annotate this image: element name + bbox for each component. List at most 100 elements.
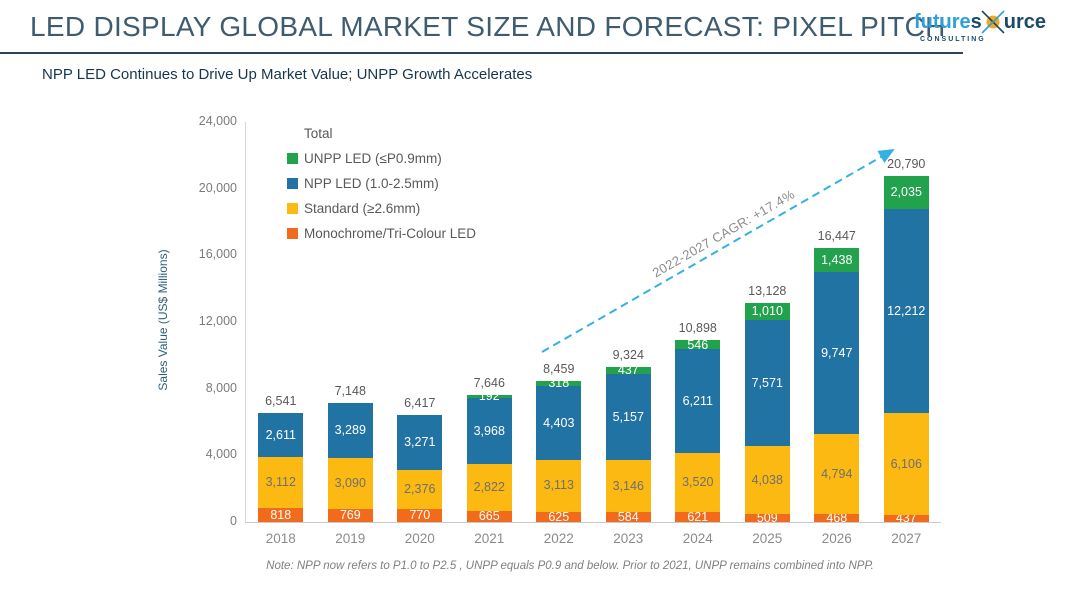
bar-total-label: 13,128 xyxy=(748,284,787,299)
x-axis-label: 2018 xyxy=(265,531,296,546)
x-axis-label: 2020 xyxy=(404,531,435,546)
legend-swatch xyxy=(287,228,298,239)
bar-segment-value: 468 xyxy=(826,510,848,525)
bar-segment-value: 192 xyxy=(478,388,500,403)
stacked-bar: 625 3,113 4,403 318 xyxy=(536,377,582,523)
page-title: LED DISPLAY GLOBAL MARKET SIZE AND FOREC… xyxy=(30,11,946,42)
bar-segment-value: 318 xyxy=(548,376,570,391)
stacked-bar: 665 2,822 3,968 192 xyxy=(466,390,512,522)
stacked-bar: 621 3,520 6,211 546 xyxy=(675,337,721,524)
legend-label: Monochrome/Tri-Colour LED xyxy=(304,226,477,241)
footnote: Note: NPP now refers to P1.0 to P2.5 , U… xyxy=(266,560,874,572)
bar-total-label: 16,447 xyxy=(817,228,856,243)
bar-segment-value: 3,090 xyxy=(334,476,366,491)
bar-segment: 3,146 xyxy=(605,459,651,513)
bar-segment: 9,747 xyxy=(814,271,860,435)
bar-segment: 546 xyxy=(675,337,721,352)
bar-segment-value: 3,271 xyxy=(404,435,436,450)
bar-group: 665 2,822 3,968 192 7,646 2021 xyxy=(455,122,525,546)
bar-segment-value: 4,403 xyxy=(543,415,575,430)
bar-segment: 4,794 xyxy=(814,434,860,515)
stacked-bar: 509 4,038 7,571 1,010 xyxy=(744,303,790,525)
bar-segment: 192 xyxy=(466,390,512,402)
bar-group: 818 3,112 2,611 6,541 2018 xyxy=(246,122,316,546)
bar-segment: 3,113 xyxy=(536,459,582,512)
stacked-bar: 584 3,146 5,157 437 xyxy=(605,364,651,523)
bar-segment-value: 546 xyxy=(687,337,709,352)
bar-segment-value: 7,571 xyxy=(751,375,783,390)
bar-group: 770 2,376 3,271 6,417 2020 xyxy=(385,122,455,546)
logo-text-urce: urce xyxy=(1003,11,1047,33)
legend-swatch xyxy=(287,203,298,214)
bar-total-label: 9,324 xyxy=(612,347,644,362)
bar-segment: 665 xyxy=(466,510,512,522)
bar-segment-value: 3,113 xyxy=(543,478,574,493)
bar-segment-value: 3,289 xyxy=(334,423,366,438)
bar-segment: 3,289 xyxy=(327,402,373,458)
bar-segment-value: 509 xyxy=(756,510,778,525)
y-axis-tick-label: 8,000 xyxy=(205,380,237,395)
bar-segment: 770 xyxy=(397,509,443,522)
bar-segment: 4,038 xyxy=(744,446,790,514)
legend-title: Total xyxy=(304,126,333,141)
bar-segment-value: 4,038 xyxy=(751,472,783,487)
bar-segment: 584 xyxy=(605,511,651,523)
bar-segment: 5,157 xyxy=(605,373,651,460)
bar-segment: 621 xyxy=(675,509,721,524)
bar-segment: 4,403 xyxy=(536,386,582,460)
bar-total-label: 20,790 xyxy=(887,156,926,171)
y-axis-tick-label: 0 xyxy=(230,514,237,528)
bar-total-label: 6,541 xyxy=(265,393,297,408)
bar-segment: 6,211 xyxy=(675,349,721,453)
bar-group: 468 4,794 9,747 1,438 16,447 2026 xyxy=(802,122,872,546)
bar-group: 437 6,106 12,212 2,035 20,790 2027 xyxy=(872,122,942,546)
y-axis-ticks: 0 4,000 8,000 12,000 16,000 20,000 24,000 xyxy=(160,114,237,528)
bar-segment-value: 2,611 xyxy=(265,427,296,442)
bar-segment: 437 xyxy=(605,364,651,376)
bar-segment: 3,968 xyxy=(466,397,512,464)
bar-segment: 437 xyxy=(883,511,929,526)
x-axis-label: 2019 xyxy=(335,531,366,546)
bar-segment: 818 xyxy=(258,508,304,522)
bar-segment-value: 769 xyxy=(339,508,361,523)
y-axis-tick-label: 4,000 xyxy=(205,447,237,462)
bar-segment-value: 2,035 xyxy=(890,185,922,200)
legend-item: Standard (≥2.6mm) xyxy=(287,201,476,216)
x-axis-label: 2024 xyxy=(682,531,713,546)
bar-segment: 769 xyxy=(327,508,373,523)
bar-segment: 6,106 xyxy=(883,412,929,515)
bar-segment-value: 12,212 xyxy=(887,303,926,318)
bar-segment-value: 3,112 xyxy=(265,475,296,490)
bar-segment-value: 1,438 xyxy=(821,252,853,267)
bar-total-label: 8,459 xyxy=(543,362,575,377)
bar-group: 769 3,090 3,289 7,148 2019 xyxy=(316,122,386,546)
bar-segment: 7,571 xyxy=(744,320,790,447)
bar-total-label: 7,646 xyxy=(473,375,505,390)
bar-segment: 3,520 xyxy=(675,453,721,512)
legend-item: Monochrome/Tri-Colour LED xyxy=(287,226,476,241)
bar-segment: 2,376 xyxy=(397,469,443,510)
bar-segment: 468 xyxy=(814,510,860,525)
bar-segment-value: 621 xyxy=(687,509,709,524)
bar-segment-value: 9,747 xyxy=(821,345,853,360)
logo-text-s: s xyxy=(970,11,982,33)
bar-segment: 2,035 xyxy=(883,175,929,210)
y-axis-tick-label: 20,000 xyxy=(198,180,237,195)
bar-segment-value: 5,157 xyxy=(612,409,644,424)
logo-wordmark: future s urce xyxy=(914,9,1064,35)
bar-segment: 2,822 xyxy=(466,463,512,511)
legend: Total UNPP LED (≤P0.9mm) NPP LED (1.0-2.5… xyxy=(287,126,476,241)
stacked-bar: 818 3,112 2,611 xyxy=(258,413,304,522)
bar-segment-value: 3,146 xyxy=(612,478,644,493)
bar-segment-value: 437 xyxy=(895,511,917,526)
legend-swatch xyxy=(287,153,298,164)
futuresource-logo: future s urce CONSULTING xyxy=(914,9,1064,43)
bar-total-label: 10,898 xyxy=(678,321,717,336)
legend-label: Standard (≥2.6mm) xyxy=(304,201,421,216)
bar-segment: 3,090 xyxy=(327,457,373,510)
x-axis-label: 2023 xyxy=(613,531,644,546)
bar-segment-value: 6,106 xyxy=(890,456,922,471)
bar-total-label: 7,148 xyxy=(334,383,366,398)
bar-group: 625 3,113 4,403 318 8,459 2022 xyxy=(524,122,594,546)
x-axis-label: 2022 xyxy=(543,531,574,546)
